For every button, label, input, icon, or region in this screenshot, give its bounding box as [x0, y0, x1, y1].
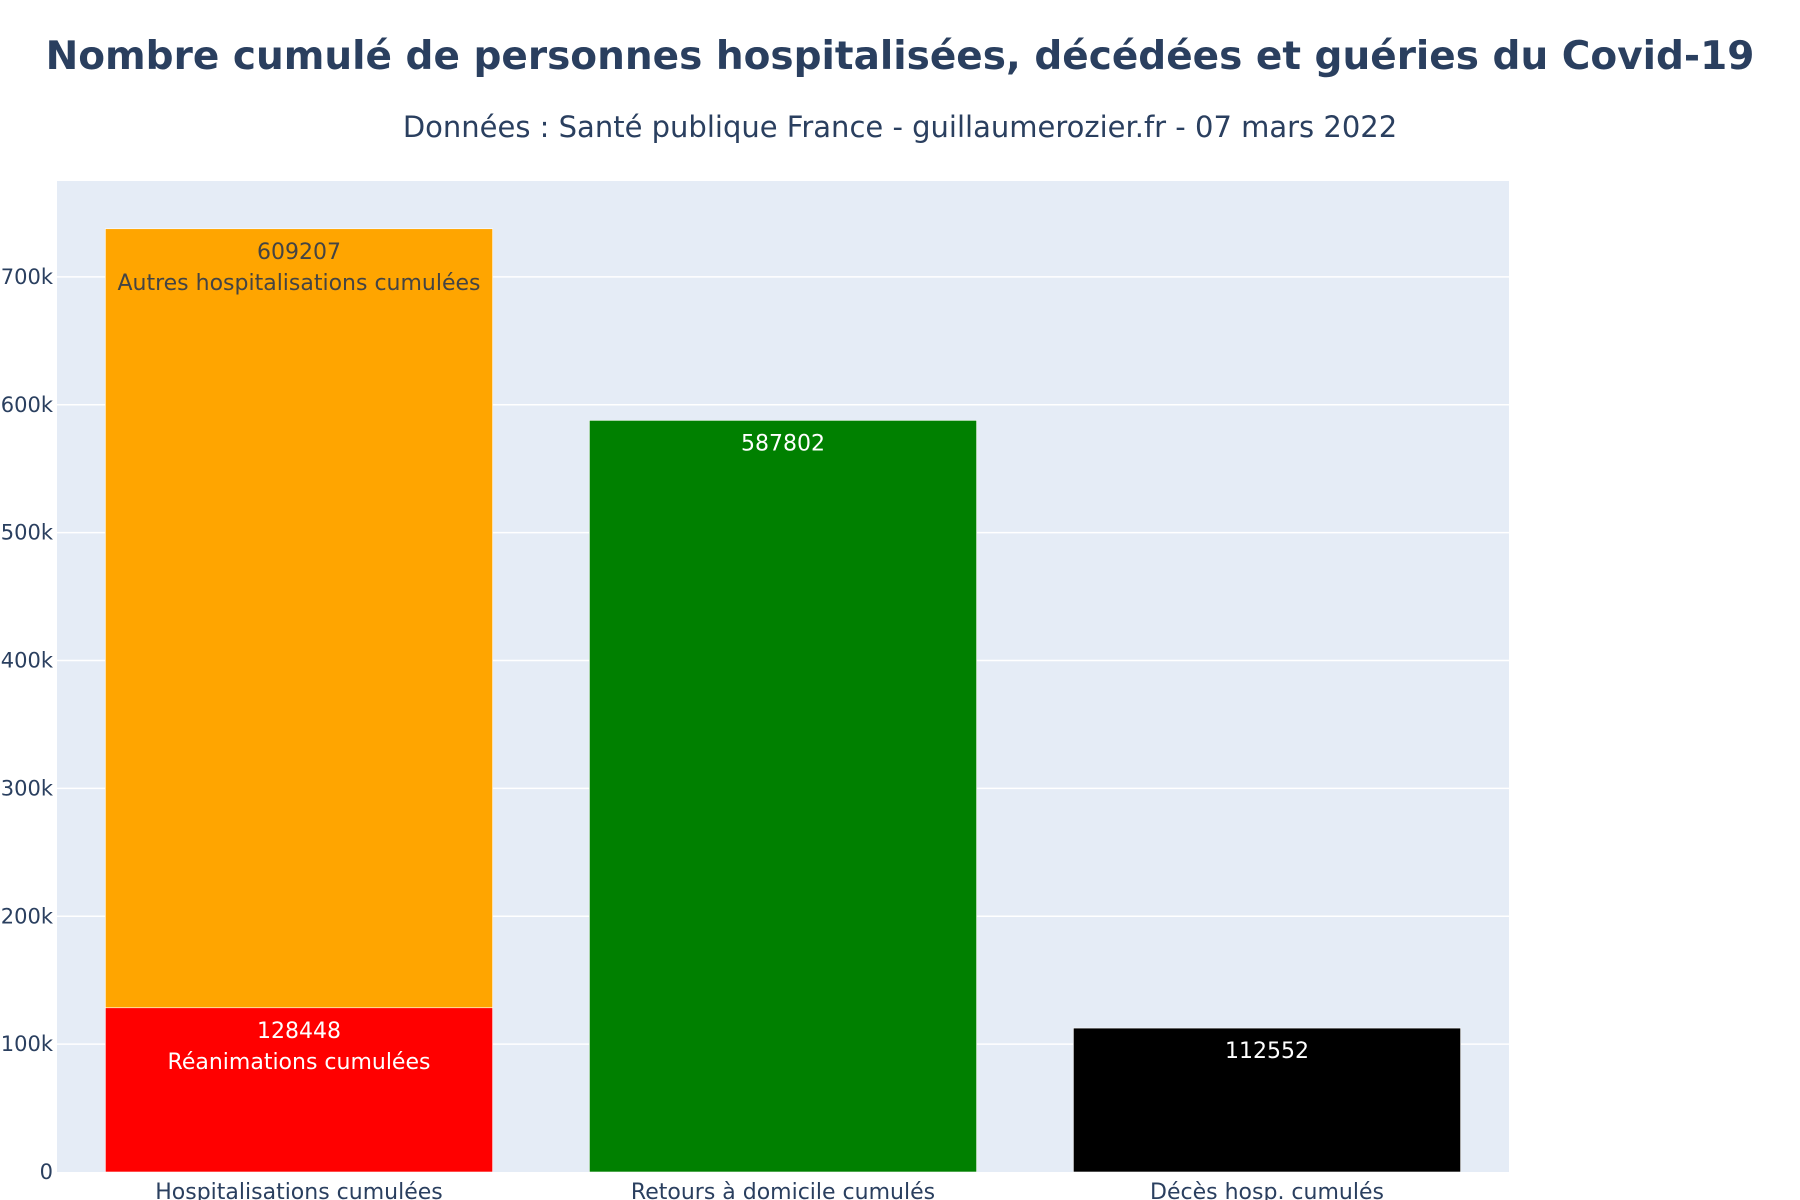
bar [105, 1007, 493, 1173]
bar [589, 420, 977, 1173]
y-tick-label: 400k [1, 649, 54, 673]
bar-value-label: 609207 [257, 240, 341, 265]
y-tick-label: 300k [1, 776, 54, 800]
x-tick-label: Retours à domicile cumulés [631, 1180, 935, 1200]
y-tick-label: 600k [1, 393, 54, 417]
bar-value-label: 587802 [741, 431, 825, 456]
bar-value-label: 112552 [1225, 1039, 1309, 1064]
y-tick-label: 100k [1, 1032, 54, 1056]
bar-name-label: Autres hospitalisations cumulées [117, 271, 480, 296]
bar-value-label: 128448 [257, 1019, 341, 1044]
chart-title: Nombre cumulé de personnes hospitalisées… [45, 34, 1755, 79]
y-tick-label: 200k [1, 904, 54, 928]
bar [105, 228, 493, 1009]
y-tick-label: 500k [1, 521, 54, 545]
bar [1073, 1027, 1461, 1173]
y-tick-label: 700k [1, 265, 54, 289]
x-tick-label: Hospitalisations cumulées [155, 1180, 442, 1200]
x-tick-label: Décès hosp. cumulés [1150, 1180, 1384, 1200]
bar-name-label: Réanimations cumulées [168, 1050, 431, 1075]
y-tick-label: 0 [40, 1160, 53, 1184]
chart-subtitle: Données : Santé publique France - guilla… [402, 110, 1398, 144]
